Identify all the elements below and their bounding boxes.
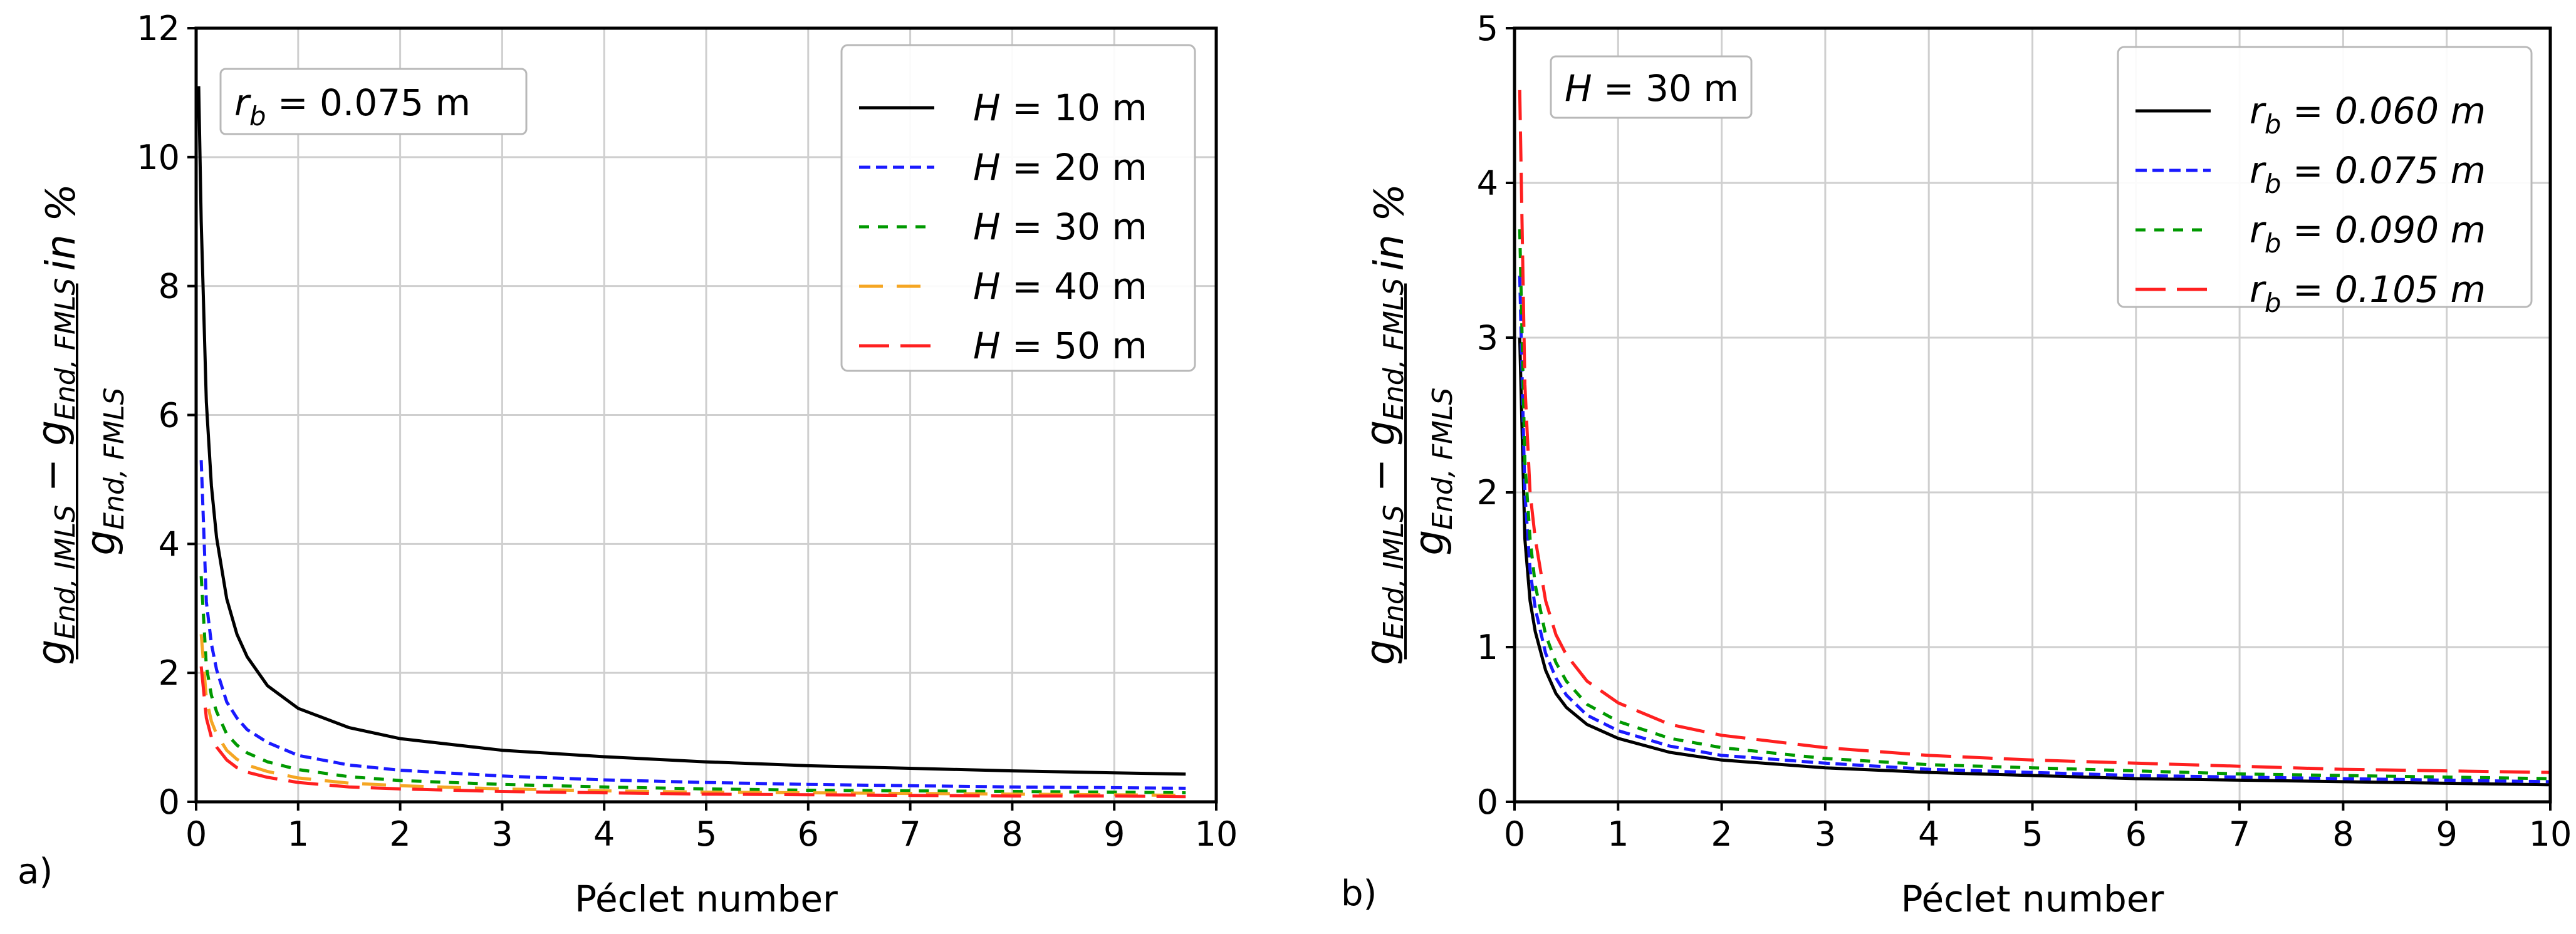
series-line [199, 576, 1186, 795]
x-tick-label: 5 [696, 814, 717, 854]
x-tick-label: 9 [2436, 814, 2458, 854]
y-label-denominator: gEnd, FMLS [1407, 388, 1459, 556]
y-tick-label: 3 [1477, 318, 1498, 358]
y-tick-label: 5 [1477, 9, 1498, 48]
panel-label: a) [18, 851, 53, 892]
legend-label: H = 40 m [973, 265, 1147, 308]
series-line [199, 666, 1186, 799]
y-tick-label: 2 [1477, 473, 1498, 512]
legend-item: H = 20 m [859, 146, 1147, 189]
x-tick-label: 6 [798, 814, 819, 854]
legend-item: rb = 0.090 m [2135, 209, 2486, 259]
x-tick-label: 10 [1195, 814, 1238, 854]
y-tick-label: 2 [159, 653, 180, 693]
x-axis-label: Péclet number [1901, 878, 2164, 920]
series-line [199, 460, 1186, 790]
series-line [1518, 90, 2550, 774]
series-line [1518, 276, 2550, 784]
x-tick-label: 0 [1504, 814, 1525, 854]
legend-item: H = 40 m [859, 265, 1147, 308]
y-label-denominator: gEnd, FMLS [78, 388, 130, 556]
y-label-numerator: gEnd, IMLS − gEnd, FMLS [1358, 278, 1410, 665]
y-tick-label: 6 [159, 396, 180, 435]
plot-frame [1513, 26, 2552, 804]
x-tick-label: 6 [2125, 814, 2147, 854]
legend-label: rb = 0.075 m [2250, 149, 2486, 199]
y-tick-label: 4 [1477, 163, 1498, 203]
series-line [1518, 229, 2550, 781]
legend-item: rb = 0.060 m [2135, 90, 2486, 140]
y-label-unit: in % [1367, 184, 1413, 271]
y-tick-label: 8 [159, 267, 180, 306]
annotation-box: H = 30 m [1550, 55, 1753, 119]
annotation-text: H = 30 m [1565, 67, 1739, 110]
series-group [197, 86, 1186, 799]
y-label-numerator: gEnd, IMLS − gEnd, FMLS [29, 278, 81, 665]
legend-item: rb = 0.105 m [2135, 268, 2486, 318]
x-tick-label: 7 [899, 814, 920, 854]
y-tick-label: 0 [159, 782, 180, 822]
legend-label: rb = 0.090 m [2250, 209, 2486, 259]
series-line [1518, 337, 2550, 787]
plot-frame [194, 26, 1218, 804]
x-tick-label: 10 [2529, 814, 2572, 854]
x-tick-label: 4 [593, 814, 615, 854]
legend-label: rb = 0.060 m [2250, 90, 2486, 140]
legend-label: H = 50 m [973, 324, 1147, 367]
panel-b: 0 1 2 3 4 5 6 7 8 9 10 0 1 2 3 4 5 Péclet number b) gEnd, I… [1341, 9, 2572, 920]
x-tick-label: 3 [491, 814, 513, 854]
legend-item: rb = 0.075 m [2135, 149, 2486, 199]
y-tick-label: 10 [137, 138, 180, 177]
x-tick-label: 8 [2332, 814, 2354, 854]
legend: rb = 0.060 m rb = 0.075 m rb = 0.090 m rb =… [2117, 46, 2533, 318]
x-tick-label: 5 [2021, 814, 2043, 854]
legend-label: H = 10 m [973, 86, 1147, 129]
y-tick-label: 0 [1477, 782, 1498, 822]
x-tick-label: 0 [185, 814, 207, 854]
y-label-unit: in % [38, 184, 85, 271]
x-tick-label: 4 [1918, 814, 1939, 854]
legend: H = 10 m H = 20 m H = 30 m H = 40 m H = 50 m [840, 44, 1196, 372]
x-axis-label: Péclet number [575, 878, 838, 920]
series-line [199, 634, 1186, 797]
legend-item: H = 50 m [859, 324, 1147, 367]
annotation-box: rb = 0.075 m [219, 68, 528, 135]
x-tick-label: 2 [1711, 814, 1732, 854]
legend-label: H = 30 m [973, 205, 1147, 248]
legend-label: rb = 0.105 m [2250, 268, 2486, 318]
x-tick-label: 7 [2229, 814, 2250, 854]
legend-label: H = 20 m [973, 146, 1147, 189]
x-tick-label: 9 [1103, 814, 1125, 854]
x-tick-label: 2 [389, 814, 410, 854]
y-tick-label: 12 [137, 9, 180, 48]
x-tick-label: 1 [288, 814, 309, 854]
legend-item: H = 30 m [859, 205, 1147, 248]
series-group [1518, 90, 2550, 787]
x-tick-label: 8 [1001, 814, 1023, 854]
series-line [197, 86, 1186, 776]
legend-item: H = 10 m [859, 86, 1147, 129]
y-tick-label: 4 [159, 524, 180, 564]
panel-label: b) [1341, 873, 1377, 914]
annotation-text: rb = 0.075 m [234, 81, 471, 132]
y-tick-label: 1 [1477, 628, 1498, 667]
x-tick-label: 3 [1815, 814, 1836, 854]
x-tick-label: 1 [1607, 814, 1629, 854]
